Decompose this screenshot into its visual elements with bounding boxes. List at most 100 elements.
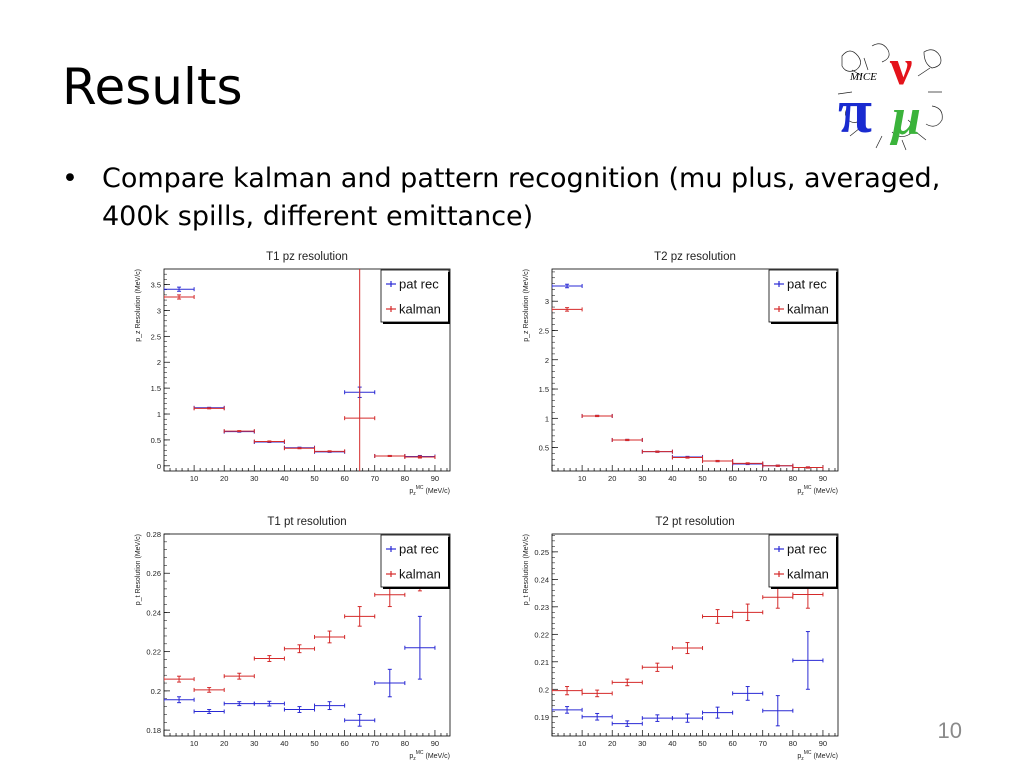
- plot-frame: [551, 533, 839, 737]
- data-point-kalman: [671, 642, 704, 655]
- chart-t1-pt: T1 pt resolution 10 20 30 40 50 60 70 80 90 0.18 0.…: [132, 510, 457, 762]
- plot-frame: [163, 268, 451, 472]
- y-tick-label: 0.5: [151, 436, 161, 445]
- x-tick-label: 80: [401, 739, 409, 748]
- data-point-pat-rec: [404, 615, 436, 680]
- y-tick-label: 0.25: [534, 548, 549, 557]
- y-tick-label: 0.26: [146, 569, 161, 578]
- svg-text:μ: μ: [889, 89, 921, 146]
- data-point-kalman: [611, 437, 643, 442]
- x-axis-label: pzMC (MeV/c): [797, 485, 838, 497]
- y-tick-label: 1: [157, 410, 161, 419]
- data-point-pat-rec: [671, 713, 704, 723]
- legend-entry-kalman: kalman: [399, 567, 441, 582]
- legend-entry-kalman: kalman: [787, 567, 829, 582]
- x-axis-label: pzMC (MeV/c): [409, 750, 450, 762]
- data-point-kalman: [283, 644, 316, 654]
- legend-entry-pat-rec: pat rec: [399, 277, 439, 292]
- x-tick-label: 30: [638, 474, 646, 483]
- data-point-pat-rec: [702, 706, 734, 719]
- bullet-dot-icon: •: [62, 163, 78, 194]
- x-tick-label: 50: [698, 474, 706, 483]
- data-point-kalman: [702, 459, 734, 464]
- y-tick-label: 0.24: [146, 608, 161, 617]
- data-point-kalman: [193, 406, 225, 411]
- data-point-kalman: [344, 606, 376, 627]
- data-point-kalman: [314, 449, 346, 454]
- y-tick-label: 0.2: [151, 687, 161, 696]
- x-tick-label: 40: [668, 474, 676, 483]
- x-tick-label: 80: [789, 739, 797, 748]
- y-tick-label: 0.22: [534, 630, 549, 639]
- x-axis-label: pzMC (MeV/c): [409, 485, 450, 497]
- y-tick-label: 1.5: [539, 385, 549, 394]
- x-tick-label: 70: [371, 474, 379, 483]
- x-tick-label: 10: [578, 474, 586, 483]
- legend: pat rec kalman: [380, 269, 450, 324]
- y-tick-label: 0.28: [146, 530, 161, 539]
- data-point-kalman: [404, 455, 436, 460]
- data-point-pat-rec: [581, 712, 613, 721]
- data-point-pat-rec: [344, 713, 376, 727]
- data-point-pat-rec: [732, 686, 764, 701]
- svg-text:ν: ν: [889, 39, 912, 95]
- data-point-kalman: [641, 662, 673, 672]
- chart-title: T1 pt resolution: [267, 516, 346, 528]
- x-tick-label: 50: [310, 739, 318, 748]
- chart-t1-pz: T1 pz resolution 10 20 30 40 50 60 70 80 90 0 0.5 1 1…: [132, 245, 457, 497]
- x-tick-label: 60: [728, 739, 736, 748]
- data-point-kalman: [223, 429, 255, 434]
- x-tick-label: 60: [340, 474, 348, 483]
- plot-frame: [163, 533, 451, 737]
- data-point-kalman: [164, 675, 195, 683]
- x-tick-label: 10: [190, 739, 198, 748]
- data-point-pat-rec: [552, 283, 583, 289]
- y-axis-label: p_t Resolution (MeV/c): [135, 534, 142, 605]
- x-tick-label: 80: [789, 474, 797, 483]
- data-point-pat-rec: [164, 696, 195, 704]
- x-tick-label: 50: [698, 739, 706, 748]
- data-point-pat-rec: [314, 701, 346, 711]
- y-axis-label: p_z Resolution (MeV/c): [135, 269, 142, 342]
- legend-entry-pat-rec: pat rec: [399, 542, 439, 557]
- data-point-kalman: [253, 655, 285, 662]
- data-point-kalman: [253, 439, 285, 444]
- x-tick-label: 20: [220, 474, 228, 483]
- legend-entry-kalman: kalman: [399, 302, 441, 317]
- y-tick-label: 3: [157, 306, 161, 315]
- data-point-kalman: [374, 453, 406, 458]
- chart-title: T1 pz resolution: [266, 251, 348, 263]
- x-tick-label: 90: [431, 739, 439, 748]
- data-point-pat-rec: [552, 706, 583, 714]
- data-point-kalman: [164, 294, 195, 300]
- data-point-kalman: [792, 465, 824, 470]
- data-point-pat-rec: [253, 700, 285, 707]
- data-point-pat-rec: [193, 709, 225, 714]
- y-tick-label: 2: [545, 356, 549, 365]
- y-tick-label: 0.22: [146, 648, 161, 657]
- x-tick-label: 20: [608, 739, 616, 748]
- data-point-kalman: [344, 269, 376, 471]
- x-tick-label: 90: [431, 474, 439, 483]
- y-tick-label: 1: [545, 414, 549, 423]
- data-point-pat-rec: [611, 720, 643, 727]
- chart-t2-pt: T2 pt resolution 10 20 30 40 50 60 70 80 90 0.19 0.…: [520, 510, 845, 762]
- data-point-pat-rec: [792, 631, 824, 690]
- x-tick-label: 10: [190, 474, 198, 483]
- x-axis-label: pzMC (MeV/c): [797, 750, 838, 762]
- x-tick-label: 90: [819, 474, 827, 483]
- mice-logo: MICE ν π μ: [832, 36, 958, 156]
- x-tick-label: 40: [668, 739, 676, 748]
- x-tick-label: 20: [608, 474, 616, 483]
- legend-entry-kalman: kalman: [787, 302, 829, 317]
- data-point-kalman: [732, 603, 764, 622]
- y-tick-label: 0.18: [146, 726, 161, 735]
- x-tick-label: 70: [759, 474, 767, 483]
- data-point-kalman: [552, 307, 583, 312]
- y-tick-label: 2: [157, 358, 161, 367]
- data-point-pat-rec: [762, 695, 794, 727]
- bullet-text: Compare kalman and pattern recognition (…: [102, 163, 941, 232]
- data-point-pat-rec: [164, 286, 195, 292]
- y-tick-label: 0.21: [534, 658, 549, 667]
- data-point-kalman: [581, 413, 613, 418]
